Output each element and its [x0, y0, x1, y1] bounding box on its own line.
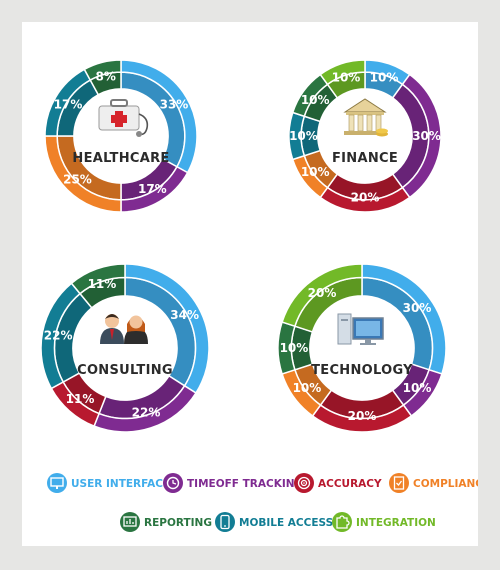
donut-center	[310, 296, 414, 400]
legend-item-integration: INTEGRATION	[332, 512, 436, 532]
monitor-icon	[50, 477, 64, 489]
desktop-computer-icon	[337, 313, 384, 345]
slice-label-technology-timeoff-tracking: 10%	[403, 381, 432, 395]
slice-technology-integration	[281, 263, 363, 333]
slice-label-consulting-timeoff-tracking: 22%	[132, 406, 161, 420]
donut-technology: 30% 10% 20% 10% 10% 20% TECHNOLOGY	[277, 263, 447, 433]
legend-item-compliance: COMPLIANCE	[389, 473, 478, 493]
legend-label-accuracy: ACCURACY	[318, 478, 382, 490]
slice-finance-compliance	[291, 149, 339, 199]
legend-label-integration: INTEGRATION	[356, 517, 436, 529]
slice-label-finance-compliance: 10%	[301, 165, 330, 179]
slice-label-healthcare-mobile-access: 17%	[54, 98, 83, 112]
slice-label-finance-user-interface: 10%	[370, 70, 399, 84]
target-icon	[297, 476, 311, 490]
donut-consulting: 34% 22% 11% 22% 11% CONSULTING	[40, 263, 210, 433]
report-icon	[123, 516, 137, 527]
donut-finance: 10%30%20%10%10%10%10%FINANCE	[288, 59, 442, 213]
slice-label-healthcare-user-interface: 33%	[160, 98, 189, 112]
slice-label-finance-mobile-access: 10%	[289, 129, 318, 143]
first-aid-kit-icon	[98, 99, 149, 137]
chart-title-technology: TECHNOLOGY	[311, 363, 413, 378]
infographic-card: 33% 17% 25% 17% 8% HEALTHCARE 10% 30% 20% 10% 10% 1…	[22, 22, 478, 546]
slice-label-healthcare-reporting: 8%	[96, 69, 116, 83]
legend-item-reporting: REPORTING	[120, 512, 212, 532]
slice-label-technology-accuracy: 20%	[348, 409, 377, 423]
legend-item-user-interface: USER INTERFACE	[47, 473, 170, 493]
legend-swatch	[47, 473, 67, 493]
slice-label-healthcare-timeoff-tracking: 17%	[138, 182, 167, 196]
legend-item-timeoff-tracking: TIMEOFF TRACKING	[163, 473, 303, 493]
slice-label-finance-accuracy: 20%	[351, 191, 380, 205]
donut-charts-svg: 33%17%25%17%8%HEALTHCARE10%30%20%10%10%1…	[40, 59, 478, 532]
slice-label-technology-integration: 20%	[308, 286, 337, 300]
slice-label-consulting-reporting: 11%	[88, 277, 117, 291]
slice-finance-mobile-access	[288, 111, 322, 161]
legend-label-reporting: REPORTING	[144, 517, 212, 529]
slice-label-technology-user-interface: 30%	[403, 301, 432, 315]
clock-icon	[166, 476, 180, 490]
legend-label-user-interface: USER INTERFACE	[71, 478, 170, 490]
chart-title-healthcare: HEALTHCARE	[72, 151, 169, 166]
slice-healthcare-reporting	[83, 59, 122, 96]
legend-label-timeoff-tracking: TIMEOFF TRACKING	[187, 478, 303, 490]
legend-swatch	[215, 512, 235, 532]
legend-item-accuracy: ACCURACY	[294, 473, 382, 493]
slice-consulting-reporting	[70, 263, 126, 309]
legend-label-compliance: COMPLIANCE	[413, 478, 478, 490]
slice-label-consulting-user-interface: 34%	[170, 308, 199, 322]
slice-label-healthcare-compliance: 25%	[63, 173, 92, 187]
slice-label-consulting-accuracy: 11%	[66, 392, 95, 406]
legend-swatch	[389, 473, 409, 493]
business-people-icon	[100, 314, 148, 344]
chart-title-finance: FINANCE	[332, 151, 398, 166]
chart-title-consulting: CONSULTING	[77, 363, 173, 378]
legend-label-mobile-access: MOBILE ACCESS	[239, 517, 333, 529]
slice-label-consulting-mobile-access: 22%	[44, 328, 73, 342]
slice-consulting-accuracy	[50, 372, 107, 428]
slice-finance-integration	[319, 59, 366, 99]
slice-technology-accuracy	[311, 389, 413, 433]
donut-center	[73, 296, 177, 400]
slice-label-finance-timeoff-tracking: 30%	[412, 129, 441, 143]
puzzle-icon	[336, 515, 350, 529]
donut-center	[74, 89, 168, 183]
checklist-icon	[393, 476, 405, 490]
bank-icon	[343, 98, 388, 137]
donut-healthcare: 33% 17% 25% 17% 8% HEALTHCARE	[44, 59, 198, 213]
slice-label-technology-reporting: 10%	[280, 341, 309, 355]
slice-label-finance-reporting: 10%	[301, 93, 330, 107]
slice-label-technology-compliance: 10%	[293, 381, 322, 395]
legend-item-mobile-access: MOBILE ACCESS	[215, 512, 333, 532]
donut-center	[318, 89, 412, 183]
slice-label-finance-integration: 10%	[332, 70, 361, 84]
mobile-icon	[220, 514, 230, 530]
